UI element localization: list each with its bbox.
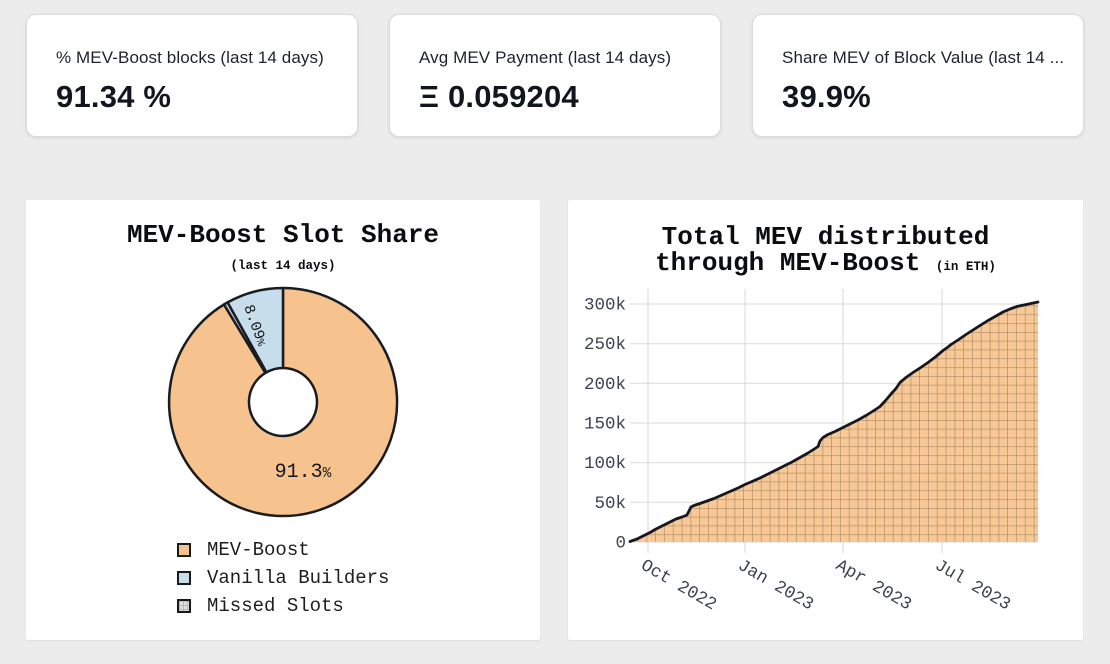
area-chart[interactable]: 300k 250k 200k 150k 100k 50k 0 Oct 2022 … (568, 200, 1083, 640)
area-chart-title-line2: through MEV-Boost (in ETH) (655, 248, 996, 278)
y-axis-tick-label: 100k (584, 454, 626, 474)
stat-card-label: % MEV-Boost blocks (last 14 days) (56, 48, 324, 67)
y-axis-tick-label: 0 (615, 534, 626, 554)
donut-slice-mev-boost[interactable] (167, 286, 399, 518)
legend-label: Missed Slots (207, 595, 344, 617)
area-chart-card: Total MEV distributed through MEV-Boost … (568, 200, 1083, 640)
area-fill (630, 302, 1038, 542)
x-axis-tick-label: Jan 2023 (734, 556, 817, 615)
stat-card-share-mev-block-value: Share MEV of Block Value (last 14 ... 39… (752, 14, 1084, 137)
y-axis-tick-label: 300k (584, 296, 626, 316)
y-axis-tick-label: 200k (584, 375, 626, 395)
stat-card-label: Avg MEV Payment (last 14 days) (419, 48, 672, 67)
x-axis-tick-label: Oct 2022 (637, 556, 720, 615)
donut-slice-vanilla-builders[interactable] (226, 286, 285, 374)
legend-swatch-missed-slots-icon (177, 599, 191, 613)
area-chart-title-unit: (in ETH) (935, 260, 996, 274)
donut-chart[interactable]: 91.3% 8.09% (26, 200, 540, 640)
x-axis: Oct 2022 Jan 2023 Apr 2023 Jul 2023 (637, 556, 1014, 615)
legend-label: Vanilla Builders (207, 567, 390, 589)
legend-swatch-mev-boost-icon (177, 543, 191, 557)
y-axis-tick-label: 50k (594, 494, 626, 514)
stat-card-avg-mev-payment: Avg MEV Payment (last 14 days) Ξ 0.05920… (389, 14, 721, 137)
area-chart-title-line1: Total MEV distributed (661, 222, 990, 252)
pie-chart-subtitle: (last 14 days) (230, 259, 336, 273)
y-axis: 300k 250k 200k 150k 100k 50k 0 (584, 296, 626, 554)
legend-item-vanilla-builders[interactable]: Vanilla Builders (177, 567, 390, 589)
stat-card-value: Ξ 0.059204 (419, 79, 579, 114)
stat-card-value: 39.9% (782, 79, 871, 114)
pie-chart-card: MEV-Boost Slot Share (last 14 days) 91.3… (26, 200, 540, 640)
pie-chart-title: MEV-Boost Slot Share (126, 220, 440, 250)
y-axis-tick-label: 250k (584, 335, 626, 355)
stat-card-value: 91.34 % (56, 79, 172, 114)
stat-card-label: Share MEV of Block Value (last 14 ... (782, 48, 1065, 67)
area-line (628, 300, 1040, 543)
stat-card-mev-boost-blocks: % MEV-Boost blocks (last 14 days) 91.34 … (26, 14, 358, 137)
legend-item-missed-slots[interactable]: Missed Slots (177, 595, 389, 617)
x-axis-ticks (647, 542, 943, 553)
legend-item-mev-boost[interactable]: MEV-Boost (177, 539, 389, 561)
x-axis-tick-label: Apr 2023 (832, 556, 915, 615)
donut-label-mev-boost: 91.3% (275, 461, 332, 484)
legend-swatch-vanilla-builders-icon (177, 571, 191, 585)
pie-legend: MEV-Boost Vanilla Builders Missed Slots (177, 539, 390, 617)
y-axis-tick-label: 150k (584, 415, 626, 435)
x-axis-tick-label: Jul 2023 (931, 556, 1014, 615)
legend-label: MEV-Boost (207, 539, 310, 561)
